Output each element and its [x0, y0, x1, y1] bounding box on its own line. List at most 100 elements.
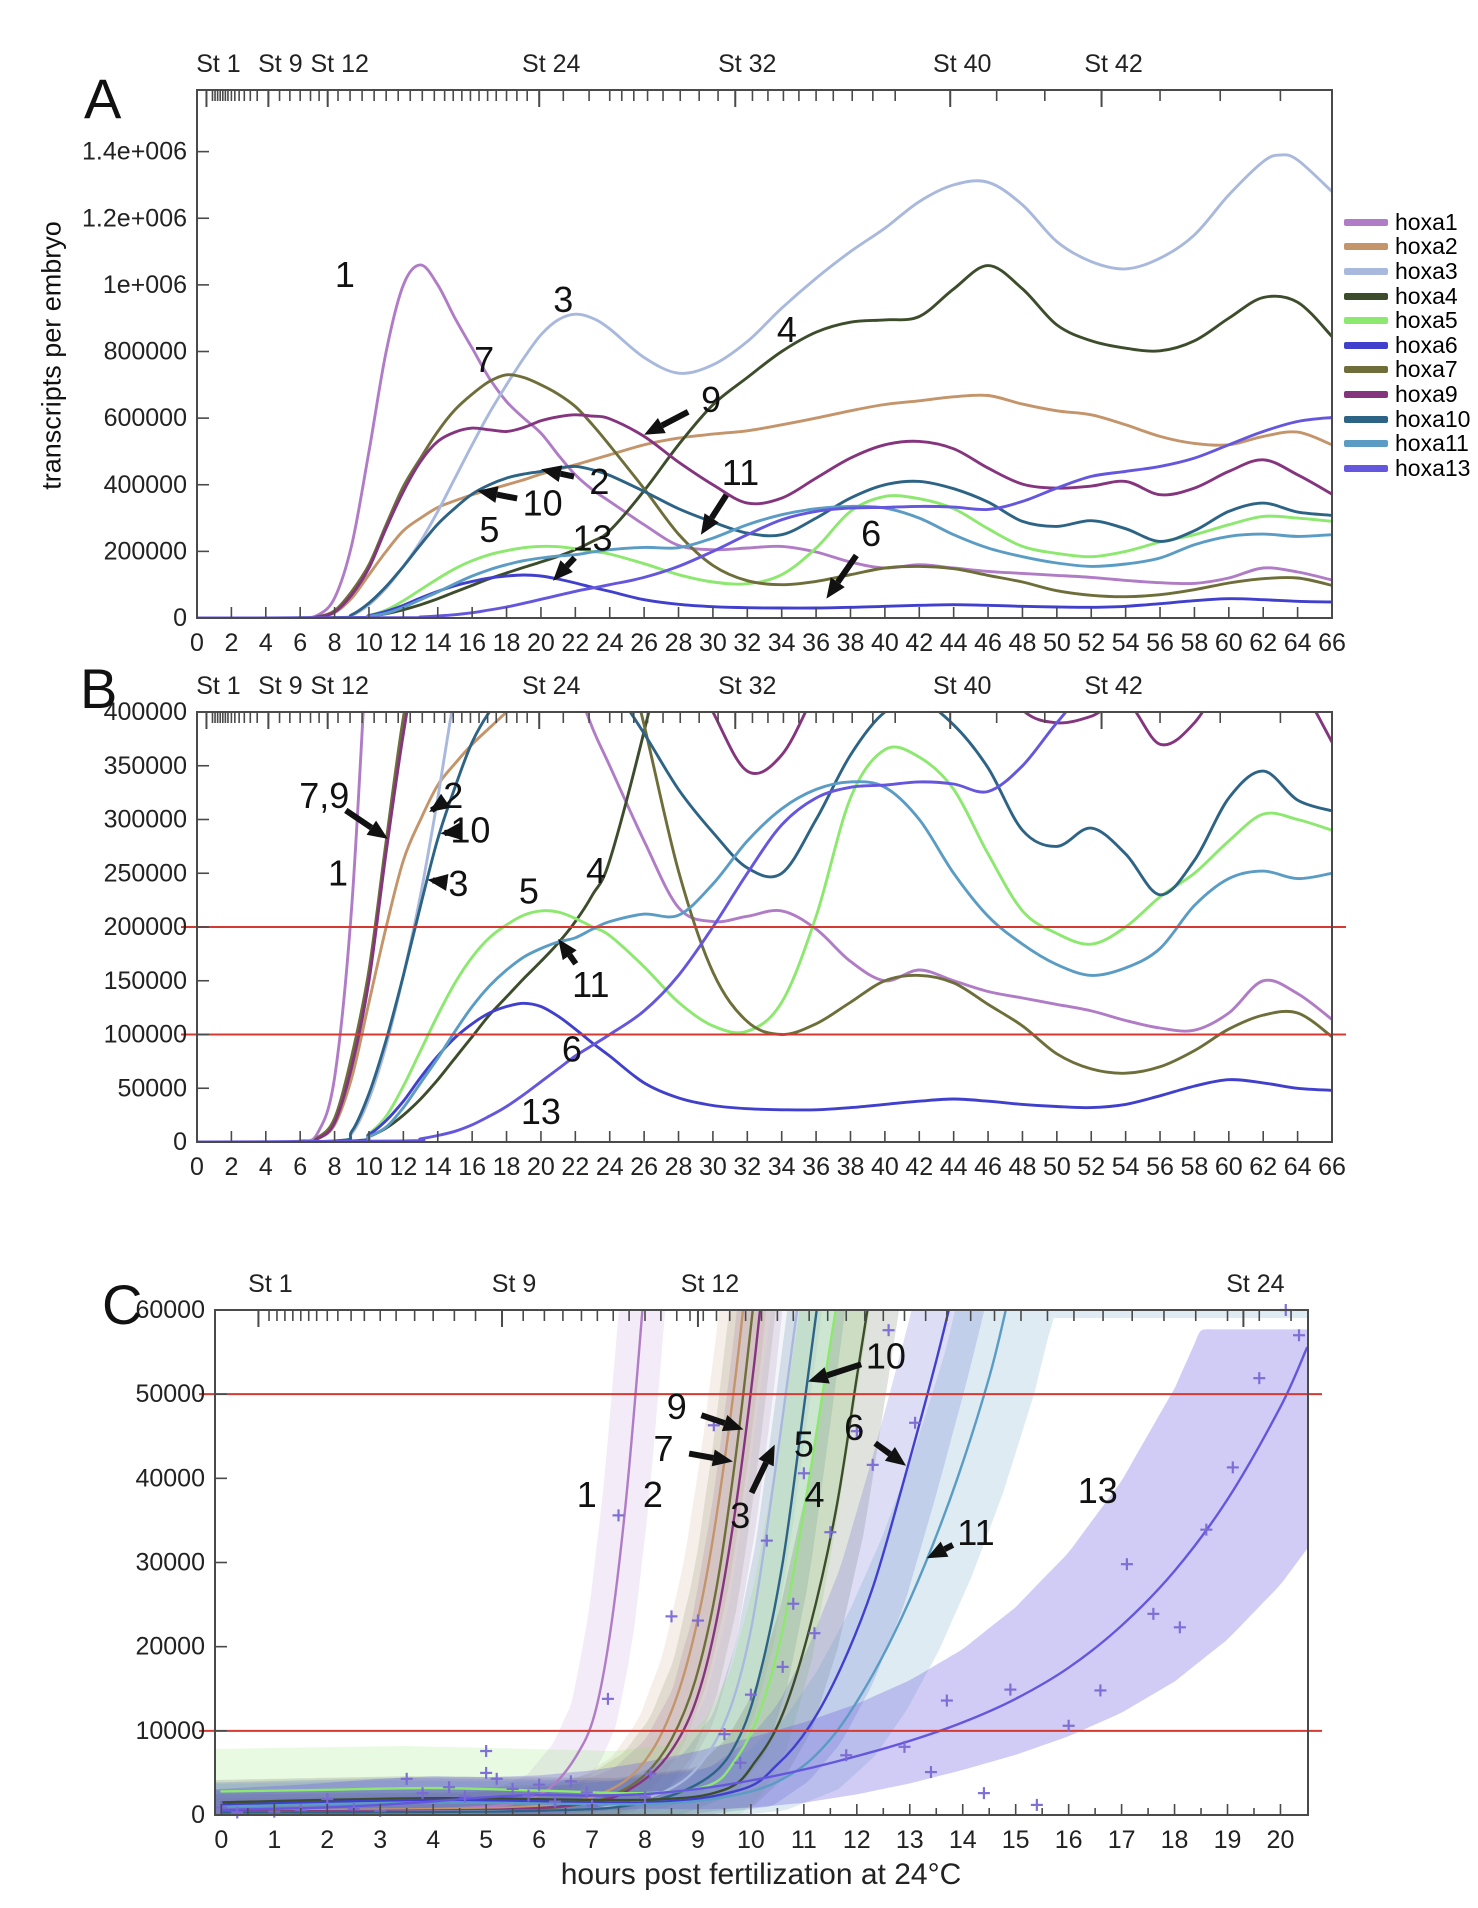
y-tick-label: 600000	[104, 404, 187, 432]
annotation-arrowhead	[884, 1447, 907, 1466]
curve-number-label-5: 5	[794, 1424, 814, 1465]
x-tick-label: 8	[328, 629, 342, 657]
annotation-arrowhead	[644, 417, 666, 435]
stage-label-st-9: St 9	[492, 1270, 536, 1298]
x-tick-label: 20	[1267, 1826, 1295, 1854]
x-tick-label: 64	[1284, 629, 1312, 657]
y-tick-label: 0	[173, 604, 187, 632]
x-tick-label: 6	[293, 1153, 307, 1181]
stage-label-st-9: St 9	[258, 50, 302, 78]
x-tick-label: 16	[458, 1153, 486, 1181]
x-tick-label: 16	[1055, 1826, 1083, 1854]
hoxa5-curve-panel-b	[197, 745, 1332, 1142]
legend-label: hoxa9	[1395, 380, 1458, 407]
x-tick-label: 24	[596, 629, 624, 657]
x-tick-label: 40	[871, 629, 899, 657]
curve-number-label-10: 10	[523, 482, 563, 523]
y-tick-label: 200000	[104, 913, 187, 941]
legend-label: hoxa13	[1395, 454, 1471, 481]
annotation-arrowhead	[558, 938, 577, 961]
hoxa4-swatch	[1344, 292, 1388, 300]
annotation-arrowhead	[721, 1415, 744, 1432]
hoxa3-curve-panel-b	[197, 712, 454, 1142]
legend-label: hoxa7	[1395, 356, 1458, 383]
x-tick-label: 50	[1043, 629, 1071, 657]
curve-number-label-9: 9	[701, 379, 721, 420]
x-tick-label: 52	[1077, 629, 1105, 657]
curve-number-label-7: 7	[474, 339, 494, 380]
x-tick-label: 12	[389, 1153, 417, 1181]
x-tick-label: 44	[940, 629, 968, 657]
annotation-arrow	[700, 1412, 726, 1426]
plot-frame-A	[196, 89, 1333, 619]
curve-number-label-6: 6	[861, 513, 881, 554]
x-tick-label: 14	[424, 1153, 452, 1181]
x-tick-label: 11	[791, 1826, 817, 1854]
x-tick-label: 14	[424, 629, 452, 657]
annotation-arrowhead	[440, 822, 462, 840]
x-tick-label: 24	[596, 1153, 624, 1181]
x-tick-label: 60	[1215, 1153, 1243, 1181]
x-tick-label: 10	[355, 629, 383, 657]
stage-label-st-40: St 40	[933, 672, 991, 700]
hoxa10-curve-panel-b	[197, 712, 1332, 1142]
stage-label-st-1: St 1	[248, 1270, 292, 1298]
hoxa4-curve-panel-b	[197, 712, 651, 1142]
annotation-arrow	[660, 409, 690, 429]
stage-axis-ticks	[205, 90, 1282, 107]
curve-number-label-10: 10	[450, 809, 490, 850]
hoxa5-curve-panel-a	[197, 494, 1332, 618]
x-tick-label: 17	[1108, 1826, 1136, 1854]
curve-number-label-1: 1	[577, 1474, 597, 1515]
stage-label-st-42: St 42	[1084, 672, 1142, 700]
curve-number-label-2: 2	[443, 775, 463, 816]
y-tick-label: 60000	[135, 1296, 205, 1324]
scatter-points	[215, 1304, 1305, 1819]
curve-number-label-11: 11	[957, 1512, 994, 1553]
plot-area-B	[197, 712, 1332, 1142]
curve-number-label-2: 2	[643, 1474, 663, 1515]
legend-item: hoxa2	[1344, 235, 1470, 260]
x-tick-label: 30	[699, 629, 727, 657]
y-axis-label: transcripts per embryo	[36, 221, 67, 490]
x-tick-label: 56	[1146, 629, 1174, 657]
stage-label-st-32: St 32	[718, 672, 776, 700]
x-tick-label: 18	[1161, 1826, 1189, 1854]
annotation-arrowhead	[429, 793, 451, 812]
x-tick-label: 12	[843, 1826, 871, 1854]
x-tick-label: 8	[328, 1153, 342, 1181]
panel-letter-a: A	[84, 67, 122, 130]
x-tick-label: 14	[949, 1826, 977, 1854]
y-tick-label: 30000	[135, 1549, 205, 1577]
annotation-arrow	[826, 1361, 863, 1379]
x-tick-label: 10	[737, 1826, 765, 1854]
hoxa5-curve-panel-c	[220, 1310, 837, 1795]
annotation-arrow	[835, 553, 859, 584]
curve-number-label-4: 4	[777, 309, 797, 350]
annotation-arrow	[567, 953, 579, 966]
x-tick-label: 64	[1284, 1153, 1312, 1181]
curve-number-label-3: 3	[448, 863, 468, 904]
x-tick-label: 9	[691, 1826, 705, 1854]
annotation-arrow	[344, 807, 373, 831]
curve-number-label-6: 6	[844, 1407, 864, 1448]
annotation-arrow	[559, 470, 575, 480]
x-tick-label: 7	[585, 1826, 599, 1854]
y-axis-ticks	[215, 1309, 227, 1816]
curve-number-label-5: 5	[479, 509, 499, 550]
y-tick-label: 200000	[104, 537, 187, 565]
x-tick-label: 54	[1112, 1153, 1140, 1181]
legend-item: hoxa9	[1344, 382, 1470, 407]
x-tick-label: 32	[733, 1153, 761, 1181]
curve-number-label-2: 2	[589, 461, 609, 502]
hoxa1-curve-panel-a	[197, 263, 1332, 618]
annotation-arrowhead	[808, 1367, 830, 1384]
stage-label-st-24: St 24	[522, 50, 580, 78]
curve-number-label-4: 4	[586, 850, 606, 891]
hoxa4-curve-panel-a	[197, 264, 1332, 618]
y-axis-ticks	[197, 150, 209, 619]
legend-item: hoxa1	[1344, 210, 1470, 235]
legend-item: hoxa13	[1344, 456, 1470, 481]
x-tick-label: 54	[1112, 629, 1140, 657]
